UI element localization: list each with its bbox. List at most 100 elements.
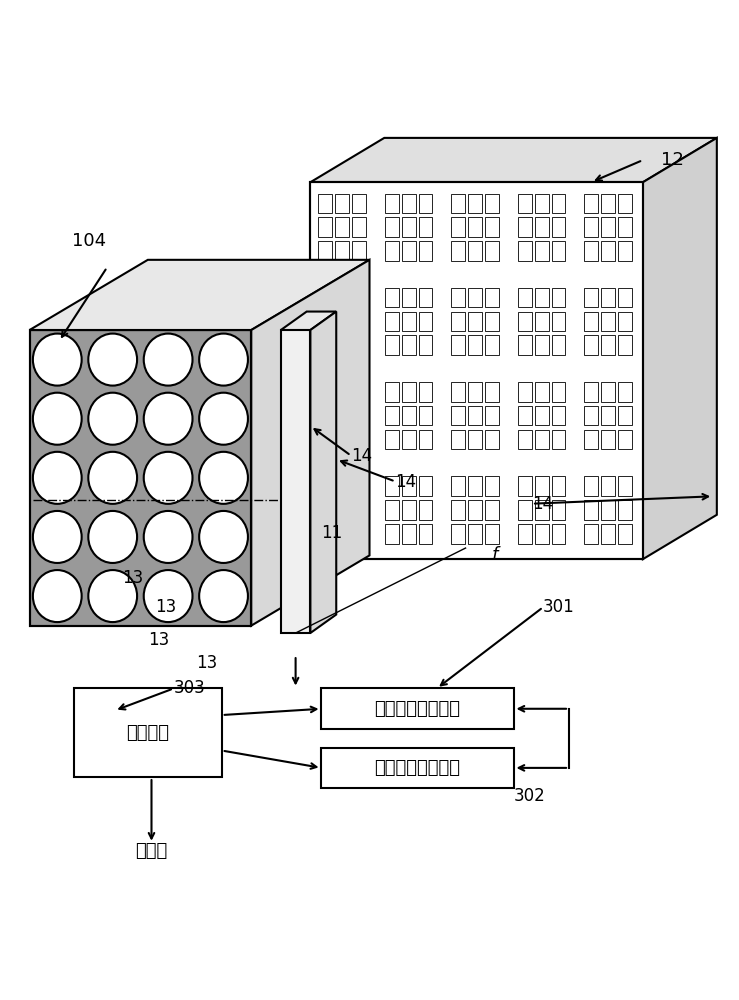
Bar <box>385 312 398 331</box>
Bar <box>336 217 349 237</box>
Bar <box>618 524 632 544</box>
Bar <box>618 194 632 213</box>
Bar <box>418 476 432 496</box>
Bar <box>402 500 415 520</box>
Bar <box>418 335 432 355</box>
Bar <box>585 476 598 496</box>
Bar <box>518 335 531 355</box>
Bar <box>485 524 499 544</box>
Polygon shape <box>281 312 336 330</box>
Bar <box>485 288 499 307</box>
Bar <box>469 312 482 331</box>
Bar <box>551 312 565 331</box>
Bar <box>319 217 332 237</box>
Bar <box>336 288 349 307</box>
Bar <box>618 500 632 520</box>
Text: 303: 303 <box>174 679 205 697</box>
Bar <box>518 241 531 261</box>
Polygon shape <box>310 138 717 182</box>
Bar <box>518 288 531 307</box>
Bar <box>402 241 415 261</box>
Bar <box>485 382 499 402</box>
Bar <box>618 288 632 307</box>
Ellipse shape <box>200 511 248 563</box>
Bar <box>518 406 531 425</box>
Bar <box>602 476 615 496</box>
Bar <box>551 241 565 261</box>
Bar <box>352 382 366 402</box>
Bar <box>352 524 366 544</box>
Bar <box>336 500 349 520</box>
Polygon shape <box>30 330 251 626</box>
Polygon shape <box>643 138 717 559</box>
Text: 14: 14 <box>532 495 554 513</box>
Ellipse shape <box>200 393 248 445</box>
Polygon shape <box>30 260 370 330</box>
Bar <box>385 406 398 425</box>
Bar <box>452 335 465 355</box>
Bar <box>402 430 415 449</box>
Bar <box>602 194 615 213</box>
Bar <box>485 406 499 425</box>
Bar <box>352 241 366 261</box>
Bar <box>602 430 615 449</box>
Bar <box>469 382 482 402</box>
Ellipse shape <box>33 570 82 622</box>
Bar <box>535 430 548 449</box>
Bar <box>452 217 465 237</box>
Ellipse shape <box>33 334 82 386</box>
Bar <box>518 217 531 237</box>
Bar <box>385 382 398 402</box>
Bar <box>602 382 615 402</box>
Bar <box>385 241 398 261</box>
Bar <box>469 241 482 261</box>
Bar <box>469 500 482 520</box>
Bar <box>352 476 366 496</box>
Bar <box>452 194 465 213</box>
Bar <box>385 476 398 496</box>
Bar <box>518 430 531 449</box>
Bar <box>402 524 415 544</box>
Ellipse shape <box>143 452 192 504</box>
Bar <box>418 382 432 402</box>
Bar <box>319 430 332 449</box>
Bar <box>518 194 531 213</box>
Bar <box>319 312 332 331</box>
Ellipse shape <box>143 393 192 445</box>
Bar <box>452 241 465 261</box>
Text: 104: 104 <box>72 232 106 250</box>
Ellipse shape <box>89 393 137 445</box>
Bar <box>535 217 548 237</box>
Ellipse shape <box>89 334 137 386</box>
Bar <box>535 524 548 544</box>
Bar <box>336 406 349 425</box>
Bar <box>535 406 548 425</box>
Bar <box>352 500 366 520</box>
Bar <box>418 241 432 261</box>
Text: 第２焦点检测装置: 第２焦点检测装置 <box>375 759 460 777</box>
Bar <box>385 217 398 237</box>
Ellipse shape <box>33 452 82 504</box>
Ellipse shape <box>89 452 137 504</box>
Bar <box>469 288 482 307</box>
Bar <box>321 688 514 729</box>
Bar <box>485 194 499 213</box>
Bar <box>602 288 615 307</box>
Bar <box>485 335 499 355</box>
Bar <box>319 335 332 355</box>
Bar <box>418 430 432 449</box>
Bar <box>535 288 548 307</box>
Bar <box>551 430 565 449</box>
Bar <box>485 217 499 237</box>
Bar <box>418 194 432 213</box>
Bar <box>602 312 615 331</box>
Bar <box>535 476 548 496</box>
Bar <box>336 241 349 261</box>
Bar <box>485 476 499 496</box>
Bar <box>385 194 398 213</box>
Bar <box>402 194 415 213</box>
Bar <box>485 500 499 520</box>
Bar <box>319 524 332 544</box>
Bar <box>602 406 615 425</box>
Bar <box>485 312 499 331</box>
